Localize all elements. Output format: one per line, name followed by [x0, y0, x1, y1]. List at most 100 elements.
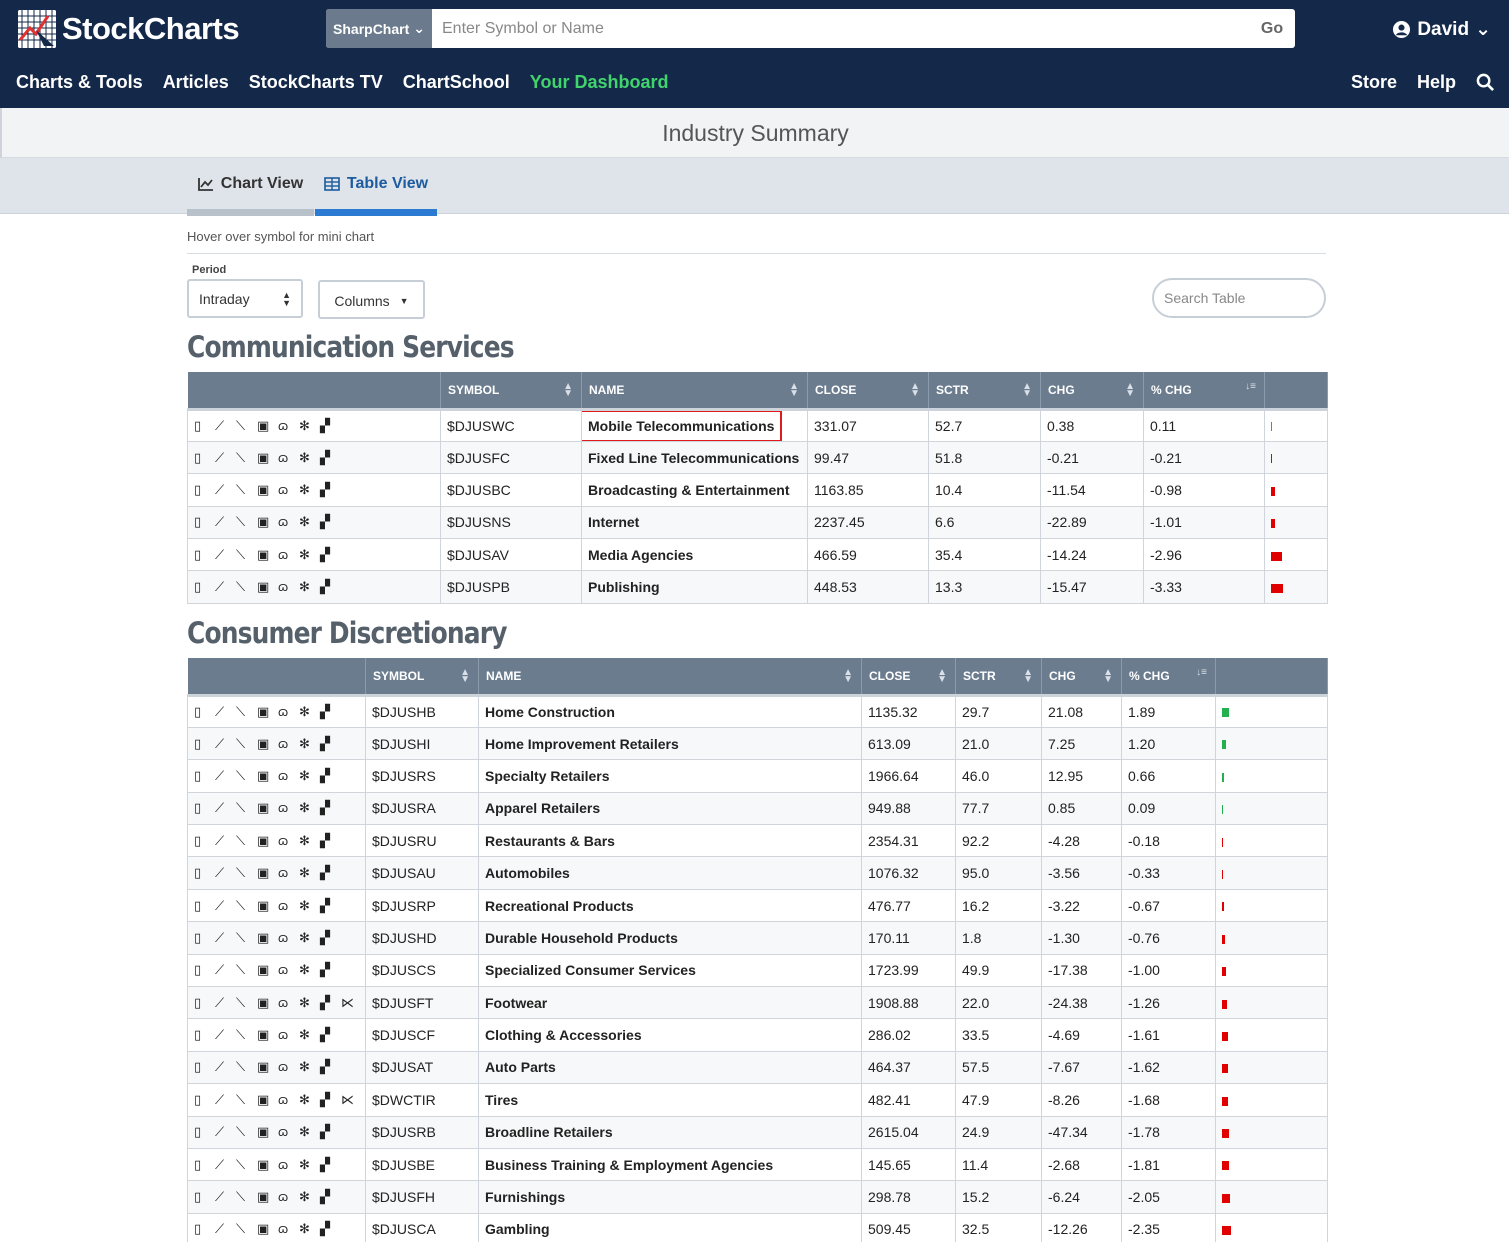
performance-icon[interactable]: ⟍ [236, 929, 246, 945]
cell-symbol[interactable]: $DJUSPB [440, 570, 582, 604]
summary-icon[interactable]: ▯ [194, 800, 202, 816]
cell-name[interactable]: Specialized Consumer Services [478, 953, 862, 988]
cell-symbol[interactable]: $DJUSHB [365, 694, 479, 728]
image-chart-icon[interactable]: ▣ [257, 735, 270, 751]
cell-name[interactable]: Publishing [581, 570, 808, 604]
cell-name[interactable]: Apparel Retailers [478, 791, 862, 826]
industry-link[interactable]: Home Improvement Retailers [485, 735, 679, 752]
cell-symbol[interactable]: $DJUSRP [365, 888, 479, 923]
table-row[interactable]: ▯ ⟋ ⟍ ▣ ɷ ✻ ▞ ⋉ $DJUSFT Footwear 1908.88 22.0 -24.38… [187, 986, 1328, 1020]
pnf-icon[interactable]: ɷ [278, 579, 289, 595]
chart-icon[interactable]: ⟋ [215, 832, 225, 848]
nav-articles[interactable]: Articles [162, 72, 229, 92]
cell-symbol[interactable]: $DJUSFT [365, 986, 479, 1020]
cell-name[interactable]: Broadcasting & Entertainment [581, 473, 808, 507]
chart-icon[interactable]: ⟋ [215, 579, 225, 595]
summary-icon[interactable]: ▯ [194, 703, 202, 719]
table-row[interactable]: ▯ ⟋ ⟍ ▣ ɷ ✻ ▞ $DJUSHD Durable Household Products… [187, 921, 1328, 955]
pnf-icon[interactable]: ɷ [278, 481, 289, 497]
rrg-icon[interactable]: ▞ [320, 1189, 330, 1205]
seasonality-icon[interactable]: ✻ [299, 449, 310, 465]
seasonality-icon[interactable]: ✻ [299, 1156, 310, 1172]
image-chart-icon[interactable]: ▣ [257, 449, 270, 465]
rrg-icon[interactable]: ▞ [320, 897, 330, 913]
pnf-icon[interactable]: ɷ [278, 767, 289, 783]
cell-name[interactable]: Footwear [478, 986, 862, 1020]
rrg-icon[interactable]: ▞ [320, 579, 330, 595]
cell-name[interactable]: Recreational Products [478, 888, 862, 923]
chart-icon[interactable]: ⟋ [215, 962, 225, 978]
pnf-icon[interactable]: ɷ [278, 929, 289, 945]
summary-icon[interactable]: ▯ [194, 865, 202, 881]
summary-icon[interactable]: ▯ [194, 1189, 202, 1205]
industry-link[interactable]: Broadcasting & Entertainment [588, 481, 790, 498]
cell-symbol[interactable]: $DJUSCF [365, 1018, 479, 1052]
chart-icon[interactable]: ⟋ [215, 1124, 225, 1140]
rrg-icon[interactable]: ▞ [320, 767, 330, 783]
column-header-symbol[interactable]: SYMBOL ▲ ▼ [440, 372, 582, 411]
rrg-icon[interactable]: ▞ [320, 481, 330, 497]
image-chart-icon[interactable]: ▣ [257, 865, 270, 881]
column-header-chg[interactable]: CHG ▲ ▼ [1041, 658, 1122, 697]
summary-icon[interactable]: ▯ [194, 1221, 202, 1237]
performance-icon[interactable]: ⟍ [236, 1059, 246, 1075]
rrg-icon[interactable]: ▞ [320, 417, 330, 433]
industry-link[interactable]: Fixed Line Telecommunications [588, 449, 800, 466]
industry-link[interactable]: Specialty Retailers [485, 767, 610, 784]
summary-icon[interactable]: ▯ [194, 1156, 202, 1172]
cell-symbol[interactable]: $DJUSBE [365, 1147, 479, 1182]
summary-icon[interactable]: ▯ [194, 832, 202, 848]
cell-name[interactable]: Home Improvement Retailers [478, 726, 862, 761]
industry-link[interactable]: Broadline Retailers [485, 1124, 613, 1141]
pnf-icon[interactable]: ɷ [278, 1189, 289, 1205]
summary-icon[interactable]: ▯ [194, 897, 202, 913]
performance-icon[interactable]: ⟍ [236, 767, 246, 783]
performance-icon[interactable]: ⟍ [236, 800, 246, 816]
performance-icon[interactable]: ⟍ [236, 897, 246, 913]
image-chart-icon[interactable]: ▣ [257, 1059, 270, 1075]
image-chart-icon[interactable]: ▣ [257, 767, 270, 783]
seasonality-icon[interactable]: ✻ [299, 703, 310, 719]
chart-icon[interactable]: ⟋ [215, 1059, 225, 1075]
rrg-icon[interactable]: ▞ [320, 832, 330, 848]
seasonality-icon[interactable]: ✻ [299, 735, 310, 751]
seasonality-icon[interactable]: ✻ [299, 1059, 310, 1075]
seasonality-icon[interactable]: ✻ [299, 897, 310, 913]
seasonality-icon[interactable]: ✻ [299, 994, 310, 1010]
column-header-chg[interactable]: CHG ▲ ▼ [1040, 372, 1144, 411]
go-button[interactable]: Go [1260, 19, 1284, 37]
pnf-icon[interactable]: ɷ [278, 962, 289, 978]
table-row[interactable]: ▯ ⟋ ⟍ ▣ ɷ ✻ ▞ $DJUSFC Fixed Line Telecommunicati… [187, 440, 1328, 475]
seasonality-icon[interactable]: ✻ [299, 1221, 310, 1237]
seasonality-icon[interactable]: ✻ [299, 417, 310, 433]
column-header-name[interactable]: NAME ▲ ▼ [581, 372, 808, 411]
cell-name[interactable]: Tires [478, 1083, 862, 1117]
cell-symbol[interactable]: $DJUSHD [365, 921, 479, 955]
pnf-icon[interactable]: ɷ [278, 1091, 289, 1107]
table-row[interactable]: ▯ ⟋ ⟍ ▣ ɷ ✻ ▞ $DJUSHI Home Improvement Retailers… [187, 726, 1328, 761]
cell-symbol[interactable]: $DJUSRU [365, 824, 479, 858]
performance-icon[interactable]: ⟍ [236, 1091, 246, 1107]
pnf-icon[interactable]: ɷ [278, 994, 289, 1010]
summary-icon[interactable]: ▯ [194, 417, 202, 433]
symbol-search-input[interactable] [432, 9, 1249, 48]
rrg-icon[interactable]: ▞ [320, 514, 330, 530]
image-chart-icon[interactable]: ▣ [257, 1091, 270, 1107]
image-chart-icon[interactable]: ▣ [257, 962, 270, 978]
industry-link[interactable]: Specialized Consumer Services [485, 962, 696, 979]
performance-icon[interactable]: ⟍ [236, 865, 246, 881]
industry-link[interactable]: Business Training & Employment Agencies [485, 1156, 774, 1173]
cell-name[interactable]: Restaurants & Bars [478, 824, 862, 858]
chart-icon[interactable]: ⟋ [215, 1091, 225, 1107]
performance-icon[interactable]: ⟍ [236, 514, 246, 530]
rrg-icon[interactable]: ▞ [320, 1091, 330, 1107]
column-header-symbol[interactable]: SYMBOL ▲ ▼ [365, 658, 479, 697]
period-select[interactable]: Intraday ▲ ▼ [187, 279, 303, 318]
performance-icon[interactable]: ⟍ [236, 1156, 246, 1172]
cell-name[interactable]: Auto Parts [478, 1050, 862, 1085]
industry-link[interactable]: Internet [588, 514, 640, 531]
cell-symbol[interactable]: $DJUSCS [365, 953, 479, 988]
chart-icon[interactable]: ⟋ [215, 865, 225, 881]
cell-name[interactable]: Broadline Retailers [478, 1115, 862, 1149]
image-chart-icon[interactable]: ▣ [257, 1156, 270, 1172]
